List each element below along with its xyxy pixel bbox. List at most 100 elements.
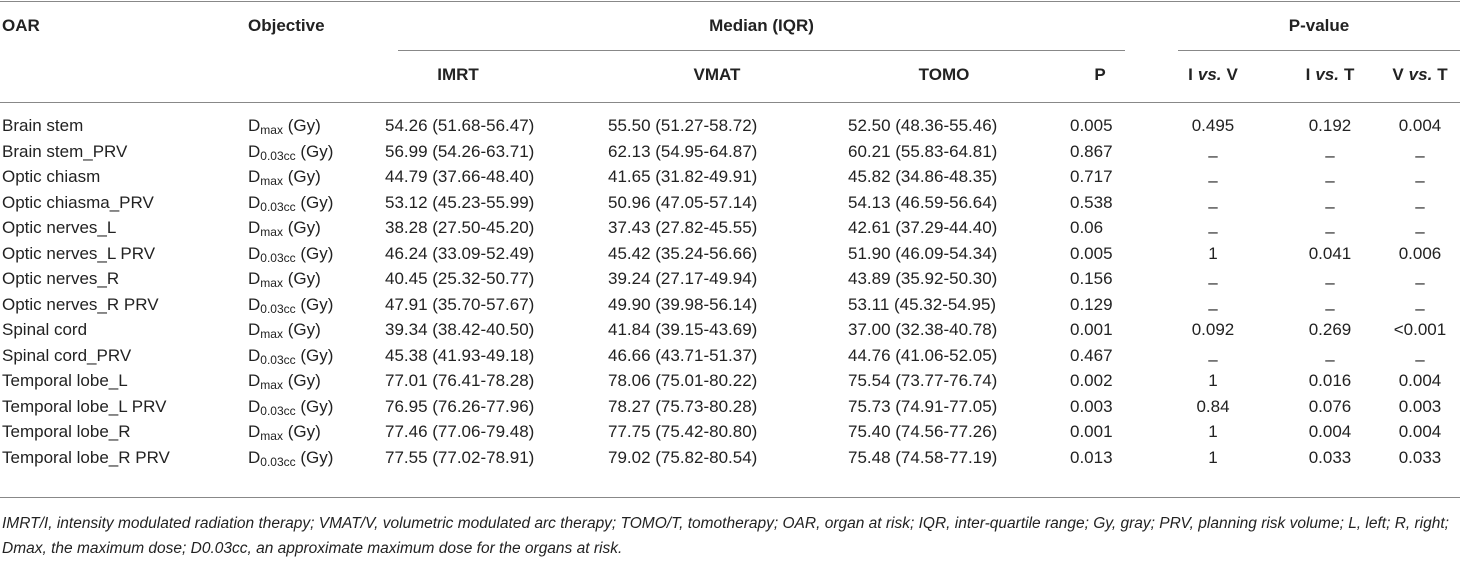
- value-cell: 39.34 (38.42-40.50): [385, 320, 535, 339]
- objective-unit: (Gy): [300, 396, 334, 416]
- column-header: TOMO: [918, 65, 970, 84]
- objective: Dmax (Gy): [248, 216, 383, 240]
- value-cell: 0.006: [1398, 243, 1442, 263]
- value-cell: 0.717: [1070, 167, 1113, 186]
- header-part: T: [1343, 65, 1355, 84]
- value-cell: 41.84 (39.15-43.69): [608, 320, 758, 339]
- objective-subscript: max: [260, 123, 283, 137]
- objective-unit: (Gy): [287, 422, 321, 441]
- objective-unit: (Gy): [300, 345, 334, 365]
- value-cell: 0.269: [1308, 320, 1352, 339]
- value-cell: 44.76 (41.06-52.05): [848, 345, 998, 365]
- value-cell: 49.90 (39.98-56.14): [608, 294, 758, 314]
- value-cell: 0.495: [1191, 116, 1235, 135]
- value-cell: 0.867: [1070, 141, 1113, 161]
- value-cell: 0.001: [1070, 320, 1113, 339]
- objective-sub: 0.03cc: [260, 454, 296, 469]
- objective-unit: (Gy): [300, 243, 334, 263]
- value-cell: 0.129: [1070, 294, 1113, 314]
- objective-unit: (Gy): [287, 371, 321, 390]
- value-cell: 0.467: [1070, 345, 1113, 365]
- value-cell: 0.004: [1308, 422, 1352, 441]
- objective-sub: max: [260, 327, 283, 341]
- value-cell: –: [1163, 267, 1263, 292]
- objective: D0.03cc (Gy): [248, 293, 383, 317]
- value-cell: 0.076: [1308, 396, 1352, 416]
- dash: –: [1325, 196, 1335, 216]
- value-cell: 54.13 (46.59-56.64): [848, 192, 998, 212]
- objective-base: D: [248, 269, 261, 288]
- value-cell: 43.89 (35.92-50.30): [848, 269, 998, 288]
- value-cell: –: [1380, 191, 1460, 216]
- dash: –: [1208, 196, 1218, 216]
- value-cell: 0.004: [1398, 422, 1442, 441]
- objective-sub: max: [260, 378, 283, 392]
- value-cell: 75.73 (74.91-77.05): [848, 396, 998, 416]
- value-cell: –: [1380, 293, 1460, 318]
- dash: –: [1415, 145, 1425, 165]
- header-part: T: [1437, 65, 1448, 84]
- value-cell: –: [1380, 165, 1460, 190]
- dash: –: [1325, 222, 1335, 241]
- value-cell: 0.538: [1070, 192, 1113, 212]
- dash: –: [1325, 145, 1335, 165]
- dash: –: [1208, 171, 1218, 190]
- oar-name: Optic chiasma_PRV: [2, 192, 154, 212]
- objective-unit: (Gy): [287, 116, 321, 135]
- value-cell: 60.21 (55.83-64.81): [848, 141, 998, 161]
- objective-subscript: 0.03cc: [260, 353, 295, 367]
- pvalue-rule: [1178, 50, 1460, 51]
- dash: –: [1415, 222, 1425, 241]
- oar-name: Temporal lobe_L PRV: [2, 396, 167, 416]
- objective-unit: (Gy): [287, 167, 321, 186]
- value-cell: 0.002: [1070, 371, 1113, 390]
- value-cell: 38.28 (27.50-45.20): [385, 218, 535, 237]
- value-cell: –: [1280, 267, 1380, 292]
- value-cell: –: [1163, 293, 1263, 318]
- value-cell: 0.033: [1398, 447, 1442, 467]
- objective-subscript: max: [260, 174, 283, 188]
- objective-base: D: [248, 192, 261, 212]
- header-median: Median (IQR): [709, 16, 814, 35]
- value-cell: 75.48 (74.58-77.19): [848, 447, 998, 467]
- column-header: P: [1094, 65, 1106, 84]
- dash: –: [1415, 298, 1425, 318]
- header-part: vs.: [1315, 65, 1339, 84]
- objective-sub: max: [260, 429, 283, 443]
- objective: Dmax (Gy): [248, 114, 383, 138]
- value-cell: 1: [1208, 371, 1218, 390]
- dash: –: [1325, 171, 1335, 190]
- dash: –: [1415, 171, 1425, 190]
- value-cell: 0.001: [1070, 422, 1113, 441]
- value-cell: –: [1380, 344, 1460, 369]
- objective: D0.03cc (Gy): [248, 191, 383, 215]
- value-cell: 1: [1208, 447, 1218, 467]
- objective-base: D: [248, 447, 261, 467]
- value-cell: 45.42 (35.24-56.66): [608, 243, 758, 263]
- oar-name: Brain stem: [2, 116, 84, 135]
- value-cell: 62.13 (54.95-64.87): [608, 141, 758, 161]
- value-cell: 0.033: [1308, 447, 1352, 467]
- value-cell: 53.12 (45.23-55.99): [385, 192, 535, 212]
- objective-subscript: 0.03cc: [260, 200, 295, 214]
- value-cell: 0.003: [1070, 396, 1113, 416]
- objective-base: D: [248, 116, 261, 135]
- header-part: V: [1392, 65, 1404, 84]
- objective-base: D: [248, 167, 261, 186]
- value-cell: 45.38 (41.93-49.18): [385, 345, 535, 365]
- objective: Dmax (Gy): [248, 165, 383, 189]
- objective-sub: 0.03cc: [260, 403, 296, 418]
- objective: D0.03cc (Gy): [248, 344, 383, 368]
- value-cell: <0.001: [1393, 320, 1447, 339]
- value-cell: 0.092: [1191, 320, 1235, 339]
- objective-base: D: [248, 345, 261, 365]
- objective-base: D: [248, 294, 261, 314]
- dash: –: [1325, 349, 1335, 369]
- value-cell: 55.50 (51.27-58.72): [608, 116, 758, 135]
- objective-base: D: [248, 320, 261, 339]
- header-oar: OAR: [2, 16, 40, 35]
- dash: –: [1208, 349, 1218, 369]
- objective-base: D: [248, 141, 261, 161]
- value-cell: 0.041: [1308, 243, 1352, 263]
- objective-unit: (Gy): [300, 192, 334, 212]
